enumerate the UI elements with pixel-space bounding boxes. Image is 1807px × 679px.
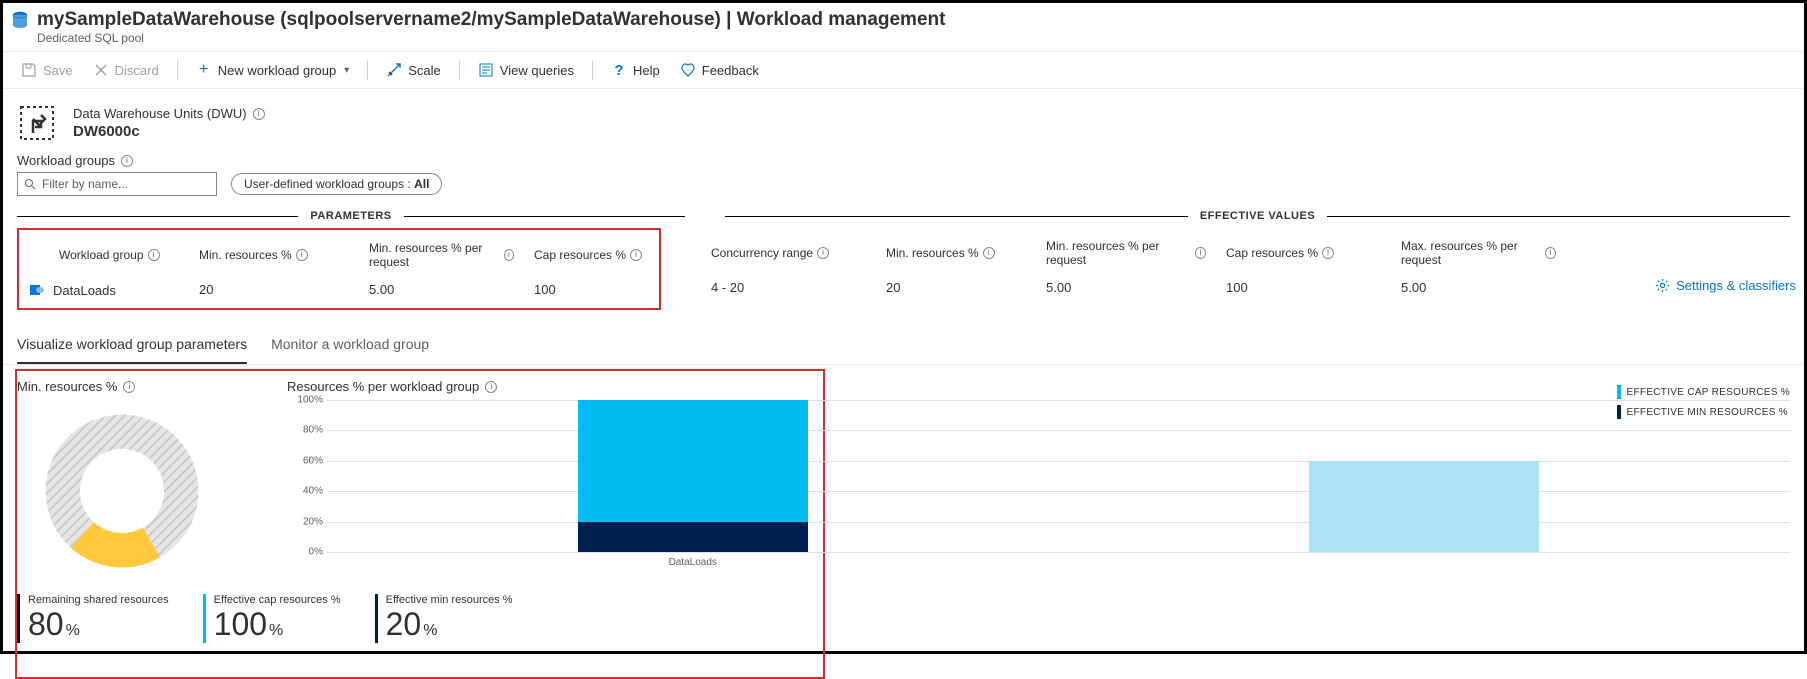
table-cell: 5.00 xyxy=(369,272,514,301)
feedback-button[interactable]: Feedback xyxy=(672,58,767,82)
dwu-icon xyxy=(17,103,57,143)
workload-groups-title: Workload groups i xyxy=(17,153,1790,168)
bar-chart-title: Resources % per workload group i xyxy=(287,379,1790,394)
info-icon[interactable]: i xyxy=(148,249,160,261)
info-icon[interactable]: i xyxy=(485,381,497,393)
dwu-block: Data Warehouse Units (DWU) i DW6000c xyxy=(3,89,1804,153)
column-header[interactable]: Workload groupi xyxy=(29,238,179,272)
save-icon xyxy=(21,62,37,78)
column-header[interactable]: Concurrency rangei xyxy=(711,236,866,270)
info-icon[interactable]: i xyxy=(253,108,265,120)
metric: Remaining shared resources80% xyxy=(17,594,169,643)
toolbar-separator xyxy=(367,60,368,80)
column-header[interactable]: Min. resources % per requesti xyxy=(369,238,514,272)
metrics-row: Remaining shared resources80% Effective c… xyxy=(17,594,1790,643)
gear-icon xyxy=(1655,278,1670,293)
save-button[interactable]: Save xyxy=(13,58,81,82)
viz-tabs: Visualize workload group parameters Moni… xyxy=(3,328,1804,365)
info-icon[interactable]: i xyxy=(504,249,514,261)
metric: Effective cap resources %100% xyxy=(203,594,341,643)
metric: Effective min resources %20% xyxy=(375,594,513,643)
column-header[interactable]: Min. resources % per requesti xyxy=(1046,236,1206,270)
table-cell: 20 xyxy=(886,270,1026,299)
parameters-highlight-box: Workload groupiDataLoadsMin. resources %… xyxy=(17,228,661,310)
search-icon xyxy=(24,178,36,190)
info-icon[interactable]: i xyxy=(1322,247,1334,259)
table-column: Min. resources % per requesti5.00 xyxy=(359,230,524,302)
info-icon[interactable]: i xyxy=(121,155,133,167)
table-cell: 5.00 xyxy=(1046,270,1206,299)
toolbar-separator xyxy=(177,60,178,80)
dwu-label: Data Warehouse Units (DWU) i xyxy=(73,106,265,121)
help-icon: ? xyxy=(611,62,627,78)
table-cell: 5.00 xyxy=(1401,270,1556,299)
column-header[interactable]: Cap resources %i xyxy=(1226,236,1381,270)
toolbar-separator xyxy=(592,60,593,80)
visualization-area: EFFECTIVE CAP RESOURCES %EFFECTIVE MIN R… xyxy=(3,365,1804,643)
table-column: Workload groupiDataLoads xyxy=(19,230,189,302)
view-queries-button[interactable]: View queries xyxy=(470,58,582,82)
donut-chart xyxy=(37,406,207,576)
workload-group-icon xyxy=(29,282,45,298)
info-icon[interactable]: i xyxy=(1545,247,1556,259)
table-column: Cap resources %i100 xyxy=(524,230,659,302)
bar-column: DataLoads xyxy=(327,400,1059,552)
toolbar: Save Discard + New workload group ▾ Scal… xyxy=(3,51,1804,89)
workload-groups-section: Workload groups i Filter by name... User… xyxy=(3,153,1804,196)
bar-chart: 0%20%40%60%80%100% DataLoads xyxy=(287,400,1790,570)
page-title: mySampleDataWarehouse (sqlpoolservername… xyxy=(37,9,945,31)
info-icon[interactable]: i xyxy=(1195,247,1206,259)
donut-title: Min. resources % i xyxy=(17,379,257,394)
workload-table: Workload groupiDataLoadsMin. resources %… xyxy=(3,228,1804,310)
page-subtitle: Dedicated SQL pool xyxy=(3,31,1804,51)
column-header[interactable]: Max. resources % per requesti xyxy=(1401,236,1556,270)
table-cell: DataLoads xyxy=(29,272,179,302)
parameters-header: PARAMETERS xyxy=(17,210,685,222)
tab-monitor[interactable]: Monitor a workload group xyxy=(271,328,429,364)
table-cell: 100 xyxy=(534,272,649,301)
table-cell: 20 xyxy=(199,272,349,301)
heart-icon xyxy=(680,62,696,78)
effective-values-header: EFFECTIVE VALUES xyxy=(725,210,1790,222)
page-header: mySampleDataWarehouse (sqlpoolservername… xyxy=(3,5,1804,31)
settings-classifiers-link[interactable]: Settings & classifiers xyxy=(1655,278,1804,293)
table-column: Min. resources %i20 xyxy=(189,230,359,302)
section-headers: PARAMETERS EFFECTIVE VALUES xyxy=(3,196,1804,222)
discard-button[interactable]: Discard xyxy=(85,58,167,82)
new-workload-group-button[interactable]: + New workload group ▾ xyxy=(188,58,358,82)
plus-icon: + xyxy=(196,62,212,78)
scale-button[interactable]: Scale xyxy=(378,58,449,82)
bar-column xyxy=(1059,400,1791,552)
legend-item: EFFECTIVE CAP RESOURCES % xyxy=(1617,385,1790,399)
column-header[interactable]: Min. resources %i xyxy=(199,238,349,272)
table-column: Min. resources % per requesti5.00 xyxy=(1036,228,1216,310)
chevron-down-icon: ▾ xyxy=(344,65,349,76)
database-icon xyxy=(11,11,29,29)
info-icon[interactable]: i xyxy=(817,247,829,259)
filter-input[interactable]: Filter by name... xyxy=(17,172,217,196)
filter-chip[interactable]: User-defined workload groups : All xyxy=(231,173,442,195)
table-column: Max. resources % per requesti5.00 xyxy=(1391,228,1566,310)
discard-icon xyxy=(93,62,109,78)
help-button[interactable]: ? Help xyxy=(603,58,668,82)
info-icon[interactable]: i xyxy=(630,249,642,261)
table-column: Concurrency rangei4 - 20 xyxy=(701,228,876,310)
dwu-value: DW6000c xyxy=(73,123,265,140)
scale-icon xyxy=(386,62,402,78)
info-icon[interactable]: i xyxy=(983,247,995,259)
column-header[interactable]: Min. resources %i xyxy=(886,236,1026,270)
table-cell: 100 xyxy=(1226,270,1381,299)
info-icon[interactable]: i xyxy=(296,249,308,261)
table-column: Min. resources %i20 xyxy=(876,228,1036,310)
tab-visualize[interactable]: Visualize workload group parameters xyxy=(17,328,247,364)
table-column: Cap resources %i100 xyxy=(1216,228,1391,310)
queries-icon xyxy=(478,62,494,78)
table-cell: 4 - 20 xyxy=(711,270,866,299)
toolbar-separator xyxy=(459,60,460,80)
column-header[interactable]: Cap resources %i xyxy=(534,238,649,272)
info-icon[interactable]: i xyxy=(123,381,135,393)
